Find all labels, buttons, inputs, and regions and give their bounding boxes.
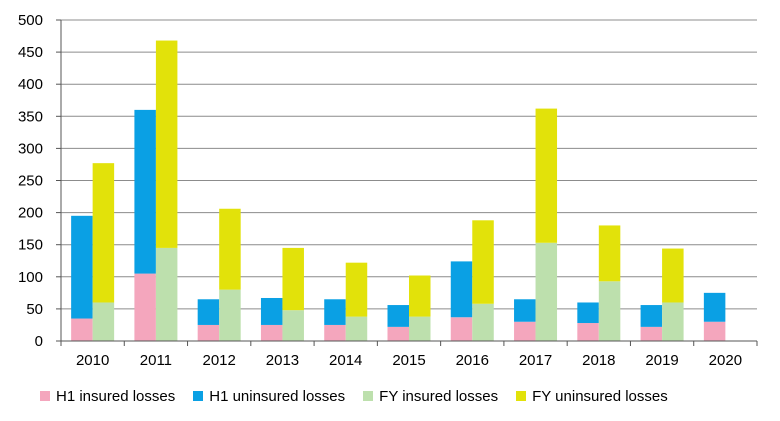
- bars: [71, 40, 726, 341]
- bar-segment: [514, 321, 536, 341]
- bar-segment: [662, 248, 684, 303]
- bar-segment: [577, 323, 599, 341]
- y-tick-label: 500: [18, 12, 43, 29]
- legend-label: FY insured losses: [379, 387, 499, 405]
- x-tick-label: 2016: [456, 352, 489, 369]
- bar-segment: [703, 292, 726, 322]
- bar-segment: [535, 108, 558, 243]
- bar-segment: [219, 208, 241, 290]
- bar-segment: [535, 242, 558, 341]
- bar-segment: [282, 310, 304, 341]
- x-tick-label: 2011: [140, 352, 172, 369]
- legend-item: H1 uninsured losses: [193, 388, 345, 405]
- x-tick-label: 2020: [709, 352, 742, 369]
- bar-segment: [640, 305, 663, 327]
- bar-segment: [598, 281, 621, 341]
- y-tick-label: 0: [35, 333, 43, 350]
- bar-segment: [409, 316, 431, 341]
- x-tick-label: 2010: [76, 352, 109, 369]
- y-tick-label: 400: [18, 76, 43, 93]
- y-tick-label: 450: [18, 44, 43, 61]
- bar-segment: [345, 316, 368, 341]
- bar-segment: [219, 289, 241, 341]
- bar-segment: [345, 262, 368, 317]
- bar-segment: [155, 247, 178, 341]
- legend: H1 insured losses H1 uninsured losses FY i…: [40, 385, 686, 407]
- legend-swatch: [40, 391, 50, 401]
- legend-swatch: [363, 391, 374, 401]
- bar-segment: [640, 326, 663, 341]
- bar-segment: [155, 40, 178, 248]
- x-tick-label: 2017: [519, 352, 552, 369]
- bar-segment: [472, 303, 494, 341]
- bar-segment: [324, 299, 346, 325]
- x-tick-label: 2013: [266, 352, 299, 369]
- bar-segment: [324, 324, 346, 341]
- x-tick-labels: 2010 2011 2012 2013 2014 2015 2016 2017 2018 2019…: [76, 352, 742, 369]
- legend-label: H1 uninsured losses: [209, 387, 346, 405]
- bar-segment: [260, 297, 283, 325]
- bar-segment: [71, 318, 93, 341]
- x-tick-label: 2012: [202, 352, 235, 369]
- bar-segment: [134, 109, 156, 274]
- legend-item: FY insured losses: [363, 388, 498, 405]
- bar-segment: [134, 273, 156, 341]
- legend-swatch: [516, 391, 527, 401]
- bar-segment: [472, 220, 494, 304]
- legend-label: H1 insured losses: [56, 387, 176, 405]
- bar-segment: [409, 275, 431, 317]
- bar-segment: [598, 225, 621, 282]
- x-tick-label: 2015: [392, 352, 425, 369]
- y-tick-label: 350: [18, 108, 43, 125]
- legend-label: FY uninsured losses: [532, 387, 668, 405]
- bar-segment: [71, 215, 93, 319]
- legend-swatch: [193, 391, 204, 401]
- y-tick-label: 200: [18, 205, 43, 222]
- bar-segment: [450, 317, 473, 341]
- bar-segment: [387, 326, 409, 341]
- y-tick-label: 300: [18, 140, 43, 157]
- axes: [56, 19, 758, 346]
- bar-segment: [92, 302, 115, 341]
- bar-segment: [92, 163, 115, 303]
- bar-segment: [450, 261, 473, 318]
- bar-segment: [387, 305, 409, 327]
- y-tick-label: 100: [18, 269, 43, 286]
- x-tick-label: 2014: [329, 352, 362, 369]
- legend-item: H1 insured losses: [40, 388, 175, 405]
- y-tick-label: 250: [18, 173, 43, 190]
- bar-segment: [577, 302, 599, 324]
- bar-segment: [260, 324, 283, 341]
- x-tick-label: 2019: [645, 352, 678, 369]
- y-tick-labels: 0 50 100 150 200 250 300 350 400 450 500: [18, 12, 43, 350]
- bar-segment: [662, 302, 684, 341]
- bar-segment: [703, 321, 726, 341]
- legend-item: FY uninsured losses: [516, 388, 668, 405]
- bar-segment: [514, 299, 536, 322]
- bar-segment: [197, 299, 220, 325]
- y-tick-label: 50: [26, 301, 43, 318]
- x-tick-label: 2018: [582, 352, 615, 369]
- bar-segment: [197, 324, 220, 341]
- y-tick-label: 150: [18, 237, 43, 254]
- bar-segment: [282, 247, 304, 311]
